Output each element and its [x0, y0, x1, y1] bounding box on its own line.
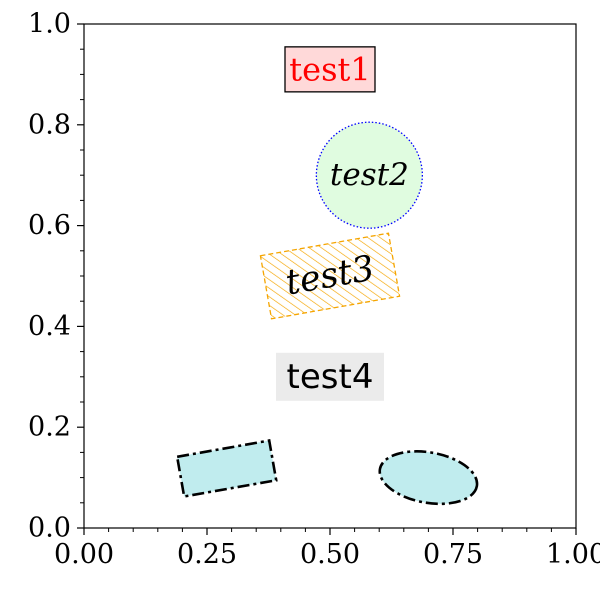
x-tick-label: 0.50 — [300, 539, 360, 570]
annotation-text-test1: test1 — [289, 50, 370, 88]
patch-layer — [175, 439, 479, 506]
annotation-text-test4: test4 — [287, 357, 374, 397]
rectangle-box — [276, 352, 384, 401]
x-tick-label: 0.25 — [177, 539, 237, 570]
y-tick-label: 0.0 — [28, 513, 71, 544]
rectangle-box — [284, 46, 376, 93]
y-tick-label: 0.2 — [28, 412, 71, 443]
annotation-text-test2: test2 — [330, 157, 409, 193]
annotation-0-group: test1 — [284, 46, 376, 93]
rectangle-patch — [175, 439, 278, 499]
annotation-layer: test1 test2 test3 test4 — [259, 46, 424, 401]
annotation-1-group: test2 — [315, 121, 424, 229]
x-tick-label: 0.75 — [423, 539, 483, 570]
y-tick-label: 0.8 — [28, 109, 71, 140]
y-tick-label: 1.0 — [28, 9, 71, 40]
axes: 0.00 0.25 0.50 0.75 1.00 0.0 0.2 0.4 0.6 0.8 1.0 — [28, 9, 600, 571]
annotation-2-group: test3 — [259, 232, 401, 320]
patch-0-group — [175, 439, 278, 499]
x-tick-label: 1.00 — [546, 539, 600, 570]
y-tick-label: 0.4 — [28, 311, 71, 342]
y-tick-label: 0.6 — [28, 210, 71, 241]
circle-box — [315, 121, 424, 229]
ellipse-patch — [378, 450, 479, 506]
annotation-3-group: test4 — [276, 352, 384, 401]
hatched-box — [259, 232, 401, 320]
x-tick-label: 0.00 — [54, 539, 114, 570]
patch-1-group — [378, 450, 479, 506]
